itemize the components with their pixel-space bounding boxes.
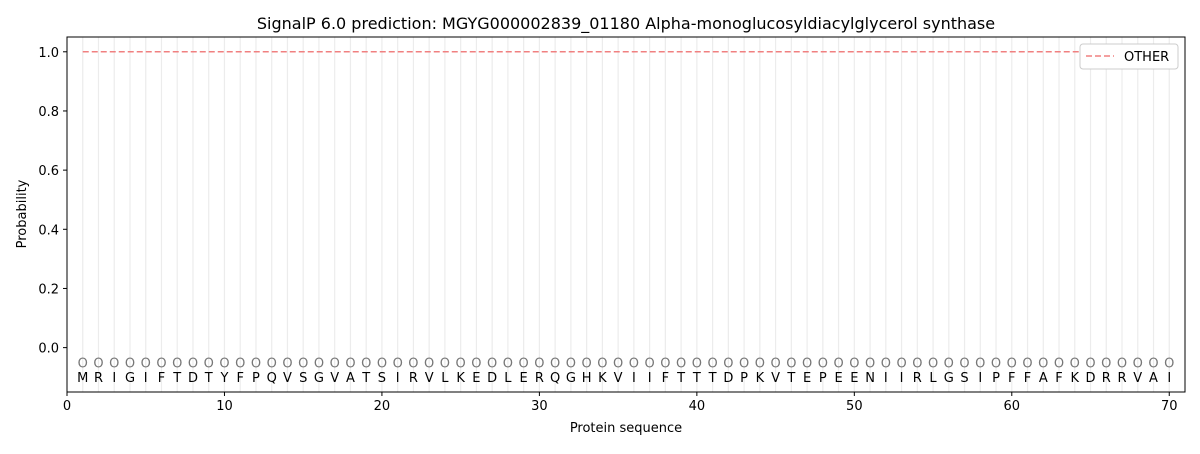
x-tick-label: 50 — [846, 399, 863, 414]
y-tick-label: 0.4 — [38, 223, 59, 238]
chart-title: SignalP 6.0 prediction: MGYG000002839_01… — [257, 14, 995, 34]
y-tick-label: 0.6 — [38, 164, 59, 179]
legend-other-label: OTHER — [1124, 50, 1169, 65]
y-tick-label: 0.2 — [38, 282, 59, 297]
x-tick-label: 40 — [689, 399, 706, 414]
x-ticks: 0 10 20 30 40 50 60 70 — [63, 392, 1178, 414]
x-tick-label: 0 — [63, 399, 71, 414]
y-tick-label: 1.0 — [38, 46, 59, 61]
y-axis-label: Probability — [15, 179, 30, 248]
sequence-residues: MRIGIFTDTYFPQVSGVATSIRVLKEDLERQGHKVIIFTT… — [77, 371, 1171, 386]
region-labels: OOOOOOOOOOOOOOOOOOOOOOOOOOOOOOOOOOOOOOOO… — [78, 356, 1175, 371]
y-ticks: 0.0 0.2 0.4 0.6 0.8 1.0 — [38, 46, 67, 357]
legend: OTHER — [1079, 43, 1179, 70]
gridlines — [82, 37, 1170, 392]
y-tick-label: 0.8 — [38, 105, 59, 120]
x-tick-label: 10 — [216, 399, 233, 414]
x-tick-label: 30 — [531, 399, 548, 414]
legend-box — [1079, 43, 1179, 70]
x-axis-label: Protein sequence — [570, 421, 682, 436]
x-tick-label: 20 — [374, 399, 391, 414]
x-tick-label: 60 — [1004, 399, 1021, 414]
x-tick-label: 70 — [1161, 399, 1178, 414]
y-tick-label: 0.0 — [38, 342, 59, 357]
plot-frame — [66, 36, 1186, 393]
